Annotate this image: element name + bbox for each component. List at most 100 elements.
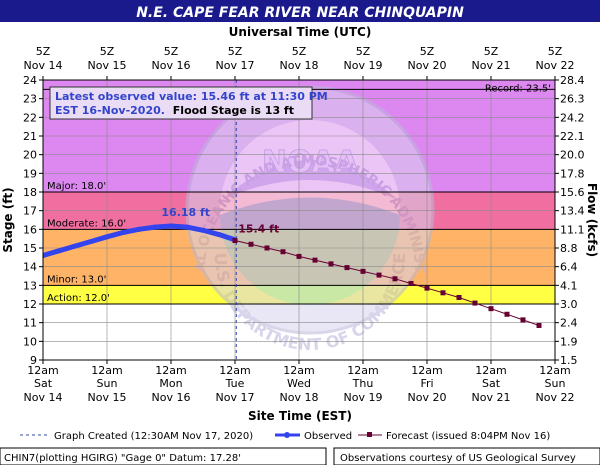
flow-axis: 1.5 1.9 2.4 3.0 4.1 6.4 8.8 11.1 13.4 15.6 17.8 20.…: [555, 74, 585, 367]
site-time-hour: 12am: [91, 364, 122, 377]
observed-point: [56, 248, 62, 254]
forecast-point: [424, 285, 430, 291]
forecast-point: [504, 311, 510, 317]
stage-tick-label: 12: [23, 298, 37, 311]
stage-axis-title: Stage (ft): [1, 187, 15, 252]
utc-date: Nov 17: [216, 59, 255, 72]
utc-date: Nov 18: [280, 59, 319, 72]
utc-date: Nov 21: [472, 59, 511, 72]
forecast-point: [296, 253, 302, 259]
forecast-point: [456, 294, 462, 300]
utc-hour: 5Z: [100, 45, 115, 58]
latest-value-line1: Latest observed value: 15.46 ft at 11:30…: [55, 90, 328, 103]
legend-graph-created: Graph Created (12:30AM Nov 17, 2020): [54, 431, 253, 442]
series-layer: [43, 223, 542, 328]
site-time-date: Nov 15: [88, 391, 127, 404]
site-time-hour: 12am: [27, 364, 58, 377]
stage-tick-label: 9: [30, 354, 37, 367]
utc-hour: 5Z: [420, 45, 435, 58]
site-time-hour: 12am: [155, 364, 186, 377]
forecast-point: [232, 238, 238, 244]
flow-tick-label: 26.3: [560, 93, 585, 106]
flow-tick-label: 13.4: [560, 205, 585, 218]
bottom-axis-title: Site Time (EST): [248, 409, 352, 423]
stage-tick-label: 18: [23, 186, 37, 199]
forecast-point: [472, 300, 478, 306]
latest-value-line2: EST 16-Nov-2020. Flood Stage is 13 ft: [55, 104, 294, 117]
stage-tick-label: 20: [23, 149, 37, 162]
forecast-point: [280, 249, 286, 255]
stage-tick-label: 21: [23, 130, 37, 143]
site-time-day: Fri: [420, 377, 433, 390]
footer-datum: CHIN7(plotting HGIRG) "Gage 0" Datum: 17…: [4, 453, 241, 464]
observed-point: [88, 238, 94, 244]
site-time-day: Tue: [225, 377, 245, 390]
flood-label-major: Major: 18.0': [47, 181, 106, 192]
stage-tick-label: 24: [23, 74, 37, 87]
site-time-hour: 12am: [539, 364, 570, 377]
utc-hour: 5Z: [164, 45, 179, 58]
observed-point: [216, 232, 222, 238]
forecast-point: [328, 261, 334, 267]
forecast-point: [376, 272, 382, 278]
flow-tick-label: 28.4: [560, 74, 585, 87]
forecast-line: [234, 240, 540, 326]
forecast-point: [488, 306, 494, 312]
forecast-point: [248, 241, 254, 247]
forecast-point: [360, 268, 366, 274]
forecast-point: [312, 257, 318, 263]
site-time-day: Thu: [352, 377, 374, 390]
flood-label-minor: Minor: 13.0': [47, 274, 106, 285]
site-time-date: Nov 21: [472, 391, 511, 404]
peak-value-label: 16.18 ft: [161, 206, 210, 219]
forecast-point: [520, 317, 526, 323]
site-time-day: Sat: [34, 377, 53, 390]
site-time-date: Nov 16: [152, 391, 191, 404]
chart-title: N.E. CAPE FEAR RIVER NEAR CHINQUAPIN: [136, 5, 464, 21]
legend-observed-marker: [284, 432, 290, 438]
stage-tick-label: 14: [23, 261, 37, 274]
site-time-date: Nov 19: [344, 391, 383, 404]
site-time-day: Sun: [545, 377, 566, 390]
observed-point: [184, 224, 190, 230]
stage-axis: 9 10 11 12 13 14 15 16 17 18 19 20 21 22 23 24: [23, 74, 43, 367]
flow-tick-label: 3.0: [560, 298, 578, 311]
flow-tick-label: 1.9: [560, 335, 578, 348]
utc-date: Nov 19: [344, 59, 383, 72]
forecast-point: [344, 265, 350, 271]
observed-point: [168, 223, 174, 229]
observed-point: [152, 224, 158, 230]
forecast-point: [408, 280, 414, 286]
utc-date: Nov 15: [88, 59, 127, 72]
utc-hour: 5Z: [292, 45, 307, 58]
flow-tick-label: 1.5: [560, 354, 578, 367]
flow-tick-label: 22.1: [560, 130, 585, 143]
site-time-day: Sun: [97, 377, 118, 390]
utc-date: Nov 22: [536, 59, 575, 72]
site-time-date: Nov 14: [24, 391, 63, 404]
site-time-day: Wed: [287, 377, 311, 390]
flood-stage-note: Flood Stage is 13 ft: [173, 104, 294, 117]
site-time-hour: 12am: [283, 364, 314, 377]
flow-axis-title: Flow (kcfs): [585, 183, 599, 257]
record-label: Record: 23.5': [485, 83, 551, 94]
forecast-point: [440, 290, 446, 296]
latest-value-box-frame: [49, 86, 313, 120]
site-time-hour: 12am: [219, 364, 250, 377]
flow-tick-label: 24.2: [560, 111, 585, 124]
latest-value-date: EST 16-Nov-2020.: [55, 104, 165, 117]
stage-tick-label: 17: [23, 205, 37, 218]
stage-tick-label: 23: [23, 93, 37, 106]
forecast-point: [536, 322, 542, 328]
flow-tick-label: 6.4: [560, 261, 578, 274]
utc-date: Nov 16: [152, 59, 191, 72]
flood-label-moderate: Moderate: 16.0': [47, 218, 126, 229]
utc-hour: 5Z: [356, 45, 371, 58]
observed-point: [104, 234, 110, 240]
site-time-hour: 12am: [347, 364, 378, 377]
top-axis-title: Universal Time (UTC): [229, 25, 372, 39]
